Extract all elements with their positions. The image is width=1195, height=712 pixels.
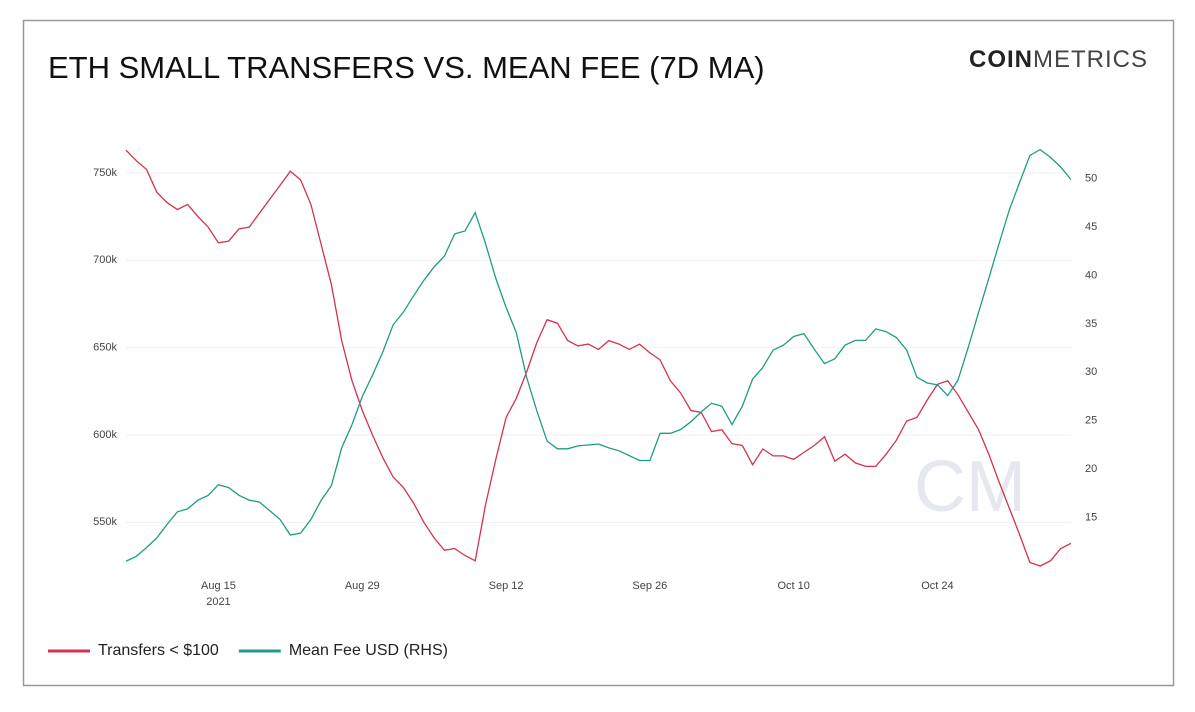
y-tick-label: 750k [93, 167, 117, 179]
y-tick-label: 650k [93, 342, 117, 354]
y2-tick-label: 20 [1085, 463, 1097, 475]
frame [22, 19, 1175, 687]
legend-label: Mean Fee USD (RHS) [289, 642, 448, 659]
watermark: CM [914, 447, 1026, 527]
series-line [125, 148, 1072, 562]
chart-title: ETH SMALL TRANSFERS VS. MEAN FEE (7D MA) [48, 50, 765, 85]
y2-tick-label: 30 [1085, 366, 1097, 378]
series-line [125, 149, 1072, 567]
y2-tick-label: 25 [1085, 415, 1097, 427]
x-tick-label: Oct 10 [777, 580, 809, 592]
y-tick-label: 700k [93, 254, 117, 266]
y2-tick-label: 45 [1085, 221, 1097, 233]
brand: COINMETRICS [969, 46, 1148, 73]
x-tick-sublabel: 2021 [206, 596, 230, 608]
x-tick-label: Oct 24 [921, 580, 953, 592]
y2-tick-label: 40 [1085, 269, 1097, 281]
y2-tick-label: 35 [1085, 318, 1097, 330]
x-tick-label: Aug 15 [201, 580, 236, 592]
y2-tick-label: 15 [1085, 511, 1097, 523]
brand-light: METRICS [1033, 46, 1148, 73]
y2-tick-label: 50 [1085, 173, 1097, 185]
x-tick-label: Aug 29 [345, 580, 380, 592]
y-tick-label: 550k [93, 516, 117, 528]
legend-label: Transfers < $100 [98, 642, 219, 659]
y-tick-label: 600k [93, 429, 117, 441]
x-tick-label: Sep 12 [489, 580, 524, 592]
brand-bold: COIN [969, 46, 1033, 73]
x-tick-label: Sep 26 [632, 580, 667, 592]
